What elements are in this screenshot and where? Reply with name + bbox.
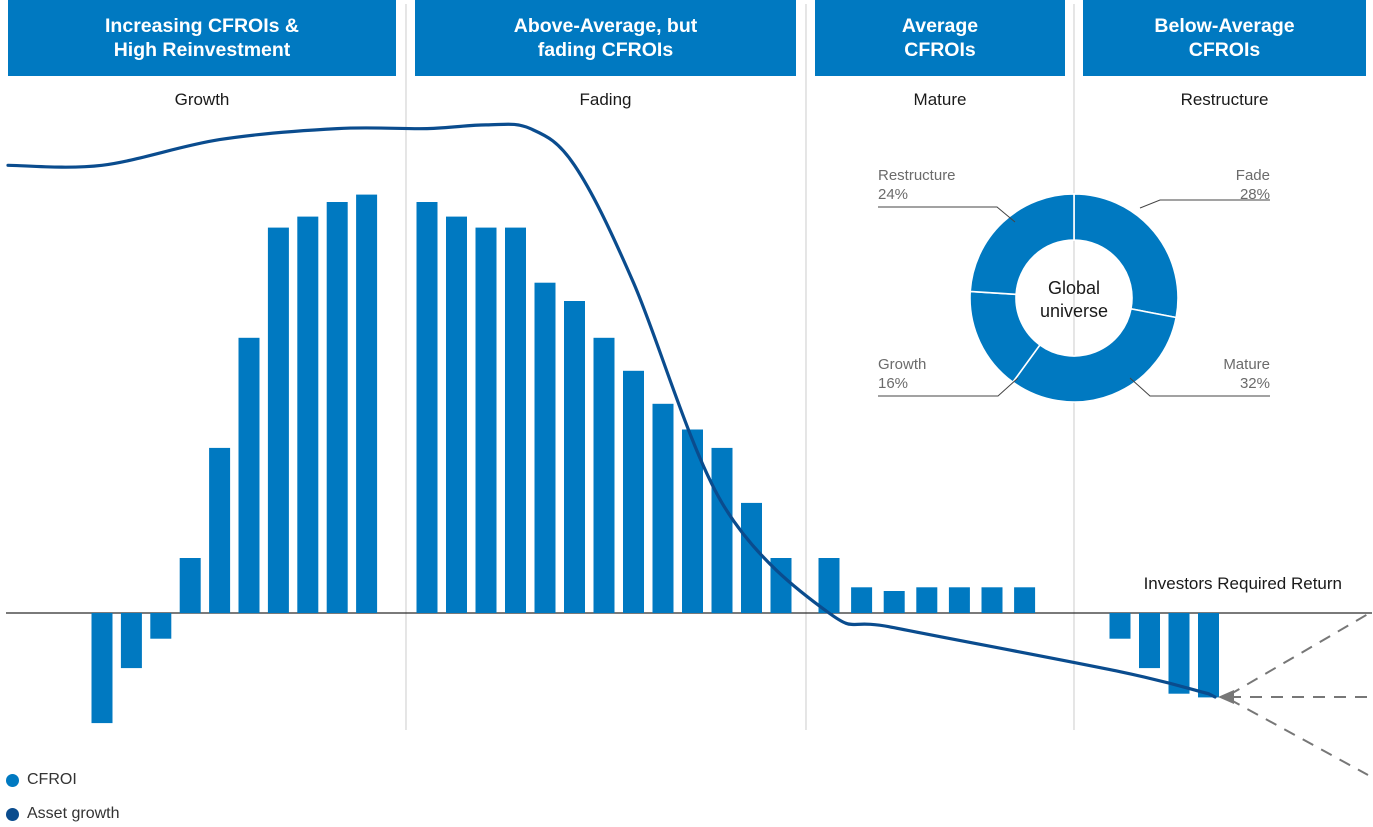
- donut-slice-pct: 24%: [878, 186, 908, 203]
- cfroi-bar: [238, 337, 260, 614]
- donut-slice-label: Restructure: [878, 167, 956, 184]
- legend-item-cfroi: CFROI: [6, 771, 77, 789]
- phase-label-restructure: Restructure: [1180, 90, 1269, 109]
- legend-label-asset-growth: Asset growth: [27, 805, 120, 822]
- donut-slice-mature: [1011, 307, 1178, 403]
- phase-label-mature: Mature: [913, 90, 967, 109]
- cfroi-bar: [593, 337, 615, 614]
- donut-slice-pct: 32%: [1240, 375, 1270, 392]
- cfroi-bar: [120, 613, 142, 669]
- cfroi-bar: [209, 447, 231, 614]
- scenario-arrowhead: [1218, 690, 1234, 704]
- cfroi-bar: [446, 216, 467, 613]
- cfroi-bar: [711, 447, 733, 614]
- cfroi-bar: [818, 558, 840, 614]
- cfroi-bar: [564, 301, 585, 613]
- cfroi-bar: [883, 591, 905, 613]
- cfroi-bar: [150, 613, 172, 639]
- cfroi-bar: [948, 587, 970, 613]
- scenario-arrow-up: [1228, 613, 1369, 696]
- donut-center-label: universe: [1040, 301, 1108, 321]
- donut-leader-line: [1129, 377, 1270, 397]
- donut-slice-fade: [1073, 193, 1179, 319]
- cfroi-bar: [297, 216, 319, 613]
- cfroi-bar: [267, 227, 289, 613]
- legend-dot-asset-growth: [6, 807, 19, 821]
- cfroi-bar: [741, 502, 762, 613]
- phase-label-growth: Growth: [174, 90, 230, 109]
- global-universe-donut: Global universe Fade 28% Mature 32% Growth 16% R…: [878, 167, 1270, 403]
- donut-leader-line: [878, 377, 1019, 397]
- donut-slice-label: Growth: [878, 356, 926, 373]
- phase-label-fading: Fading: [579, 90, 632, 109]
- cfroi-bar: [1168, 613, 1190, 694]
- donut-leader-line: [878, 206, 1016, 223]
- legend-item-asset-growth: Asset growth: [6, 805, 119, 823]
- cfroi-bar: [475, 227, 497, 613]
- cfroi-bar: [652, 403, 674, 613]
- cfroi-bar: [356, 194, 378, 613]
- threshold-label: Investors Required Return: [1144, 574, 1342, 593]
- cfroi-bar: [505, 227, 526, 613]
- stage-header-growth: Increasing CFROIs & High Reinvestment: [8, 0, 396, 76]
- cfroi-bar: [981, 587, 1003, 613]
- legend-label-cfroi: CFROI: [27, 771, 77, 788]
- donut-slice-restructure: [969, 193, 1075, 296]
- scenario-arrow-down: [1228, 698, 1369, 776]
- donut-slice-pct: 28%: [1240, 186, 1270, 203]
- cfroi-bar: [623, 370, 644, 613]
- cfroi-bar: [416, 202, 438, 613]
- legend-dot-cfroi: [6, 773, 19, 787]
- cfroi-bar: [326, 202, 348, 613]
- cfroi-bar: [534, 282, 556, 613]
- donut-slice-pct: 16%: [878, 375, 908, 392]
- donut-leader-line: [1139, 199, 1270, 209]
- cfroi-bar: [179, 558, 201, 614]
- stage-header-fading: Above-Average, but fading CFROIs: [415, 0, 796, 76]
- cfroi-bar: [682, 429, 703, 613]
- cfroi-bar: [1139, 613, 1160, 669]
- donut-slice-label: Fade: [1236, 167, 1270, 184]
- stage-header-restructure: Below-Average CFROIs: [1083, 0, 1366, 76]
- cfroi-bar: [851, 587, 873, 613]
- cfroi-bar: [916, 587, 938, 613]
- cfroi-bar: [1014, 587, 1036, 613]
- stage-header-mature: Average CFROIs: [815, 0, 1065, 76]
- cfroi-bar: [1198, 613, 1219, 698]
- scenario-arrows: [1218, 613, 1369, 776]
- asset-growth-line: [6, 122, 1217, 699]
- cfroi-bar: [91, 613, 113, 724]
- cfroi-bar: [1109, 613, 1131, 639]
- donut-center-label: Global: [1048, 278, 1100, 298]
- donut-slice-label: Mature: [1223, 356, 1270, 373]
